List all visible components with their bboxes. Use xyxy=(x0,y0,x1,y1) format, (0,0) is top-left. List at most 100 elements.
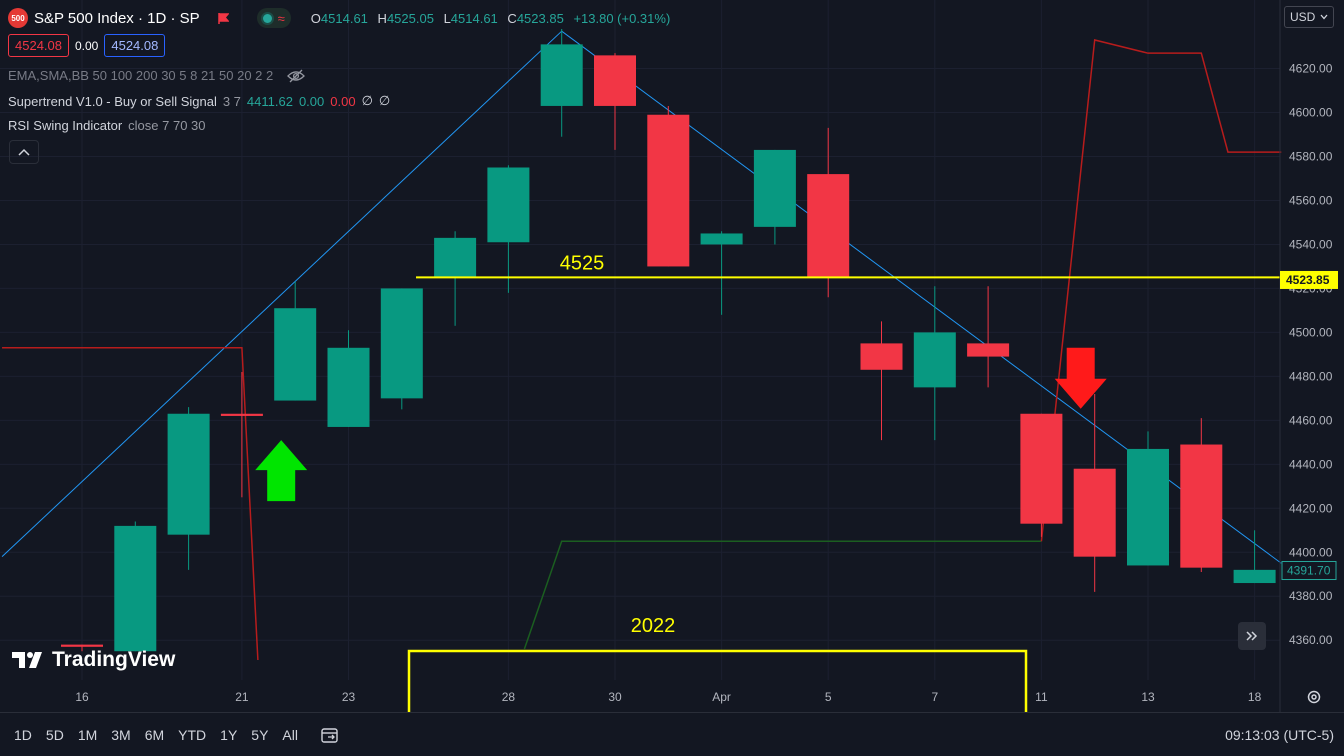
price-label-bg xyxy=(1280,270,1338,289)
rsi-name: RSI Swing Indicator xyxy=(8,118,123,133)
range-3m[interactable]: 3M xyxy=(111,726,131,743)
level-line-label: 4525 xyxy=(560,252,605,274)
y-tick-label: 4480.00 xyxy=(1289,369,1333,383)
supertrend-line xyxy=(2,347,259,661)
price-label-bg xyxy=(1281,561,1337,581)
hidden-eye-icon[interactable] xyxy=(287,69,306,83)
spread-value: 0.00 xyxy=(75,38,99,53)
year-box xyxy=(407,649,1028,712)
high-value: 4525.05 xyxy=(386,10,434,26)
low-value: 4514.61 xyxy=(450,10,498,26)
supertrend-value-3: 0.00 xyxy=(330,93,356,109)
candle-body xyxy=(1233,569,1276,584)
time-axis[interactable]: 16 21 23 28 30 Apr 5 7 11 13 18 xyxy=(75,690,1261,704)
range-all[interactable]: All xyxy=(282,726,298,743)
range-6m[interactable]: 6M xyxy=(144,726,165,743)
price-axis[interactable]: 4360.00 4380.00 4400.00 4420.00 4440.00 4460.… xyxy=(1279,0,1338,712)
candle-body xyxy=(327,347,370,427)
x-tick-label: 13 xyxy=(1141,690,1155,704)
buy-button[interactable]: 4524.08 xyxy=(104,34,166,57)
candle-body xyxy=(274,308,317,401)
indicator-rsi[interactable]: RSI Swing Indicator close 7 70 30 xyxy=(8,118,206,133)
y-tick-label: 4540.00 xyxy=(1289,237,1333,251)
x-tick-label: 7 xyxy=(931,690,938,704)
trade-buttons: 4524.08 0.00 4524.08 xyxy=(8,34,166,57)
x-tick-label: Apr xyxy=(712,690,731,704)
candle-body xyxy=(967,343,1010,357)
supertrend-line xyxy=(1040,39,1282,542)
scroll-to-realtime-button[interactable] xyxy=(1238,622,1266,650)
supertrend-params: 3 7 xyxy=(222,93,241,109)
open-value: 4514.61 xyxy=(320,10,368,26)
indicator-supertrend[interactable]: Supertrend V1.0 - Buy or Sell Signal 3 7… xyxy=(8,93,390,109)
price-chart[interactable]: 4525 2022 4360.00 4380.00 4400.00 4420.00 444… xyxy=(0,0,1344,712)
x-tick-label: 21 xyxy=(235,690,249,704)
grid xyxy=(0,0,1280,680)
clock-timezone[interactable]: 09:13:03 (UTC-5) xyxy=(1225,727,1334,743)
x-tick-label: 11 xyxy=(1035,690,1048,704)
candle-body xyxy=(594,55,636,106)
close-value: 4523.85 xyxy=(516,10,564,26)
candle-body xyxy=(913,332,956,388)
candle-body xyxy=(220,413,263,416)
open-key: O xyxy=(310,10,321,26)
candle-body xyxy=(807,174,850,278)
candle-body xyxy=(753,149,796,227)
tradingview-logo-icon xyxy=(12,652,42,668)
supertrend-value-1: 4411.62 xyxy=(246,93,293,109)
y-tick-label: 4580.00 xyxy=(1289,150,1333,164)
supertrend-line xyxy=(523,540,1042,650)
change-value: +13.80 (+0.31%) xyxy=(573,10,671,26)
x-tick-label: 28 xyxy=(502,690,516,704)
candle-body xyxy=(434,237,477,278)
close-key: C xyxy=(507,10,517,26)
candle-body xyxy=(540,44,583,106)
currency-select[interactable]: USD xyxy=(1284,6,1334,28)
supertrend-value-2: 0.00 xyxy=(298,93,325,109)
range-ytd[interactable]: YTD xyxy=(178,726,207,743)
candle-body xyxy=(1073,468,1116,557)
range-1y[interactable]: 1Y xyxy=(220,726,238,743)
brand-name: TradingView xyxy=(52,648,176,671)
supertrend-value-5: ∅ xyxy=(378,93,391,108)
indicator-ma-label: EMA,SMA,BB 50 100 200 30 5 8 21 50 20 2 … xyxy=(8,68,274,83)
data-wave-icon: ≈ xyxy=(277,10,285,26)
sell-arrow-icon xyxy=(1054,347,1107,409)
calendar-goto-icon[interactable] xyxy=(320,726,340,744)
range-1m[interactable]: 1M xyxy=(77,726,98,743)
gear-icon[interactable] xyxy=(1306,689,1322,705)
range-5d[interactable]: 5D xyxy=(45,726,64,743)
high-key: H xyxy=(377,10,387,26)
candle-body xyxy=(1020,413,1063,524)
price-label: 4523.85 xyxy=(1286,273,1330,287)
indicator-ma[interactable]: EMA,SMA,BB 50 100 200 30 5 8 21 50 20 2 … xyxy=(8,68,306,83)
trendline xyxy=(1,30,563,558)
symbol-header: 500 S&P 500 Index · 1D · SP ≈ O4514.61 H… xyxy=(8,8,676,28)
x-tick-label: 5 xyxy=(825,690,832,704)
candle-body xyxy=(700,233,743,245)
buy-arrow-icon xyxy=(255,440,308,502)
candle-body xyxy=(380,288,423,399)
supertrend-value-4: ∅ xyxy=(361,93,373,108)
range-5y[interactable]: 5Y xyxy=(251,726,269,743)
collapse-indicators-button[interactable] xyxy=(9,140,39,164)
candle-body xyxy=(860,343,903,370)
ohlc-values: O4514.61 H4525.05 L4514.61 C4523.85 +13.… xyxy=(311,11,677,26)
x-tick-label: 18 xyxy=(1248,690,1262,704)
candles xyxy=(61,28,1276,652)
symbol-title[interactable]: S&P 500 Index · 1D · SP xyxy=(34,9,200,27)
candle-body xyxy=(1180,444,1223,568)
y-tick-label: 4420.00 xyxy=(1289,501,1333,515)
flag-icon[interactable] xyxy=(217,12,229,24)
sell-button[interactable]: 4524.08 xyxy=(8,34,69,57)
y-tick-label: 4620.00 xyxy=(1289,62,1333,76)
y-tick-label: 4400.00 xyxy=(1289,545,1333,559)
tradingview-logo[interactable]: TradingView xyxy=(12,648,175,672)
rsi-params: close 7 70 30 xyxy=(128,118,206,133)
symbol-badge[interactable]: 500 xyxy=(8,8,28,28)
range-1d[interactable]: 1D xyxy=(14,726,32,743)
live-dot-icon xyxy=(262,13,272,23)
market-status[interactable]: ≈ xyxy=(256,8,291,28)
y-tick-label: 4600.00 xyxy=(1289,106,1333,120)
annotations: 4525 2022 xyxy=(255,252,1280,712)
